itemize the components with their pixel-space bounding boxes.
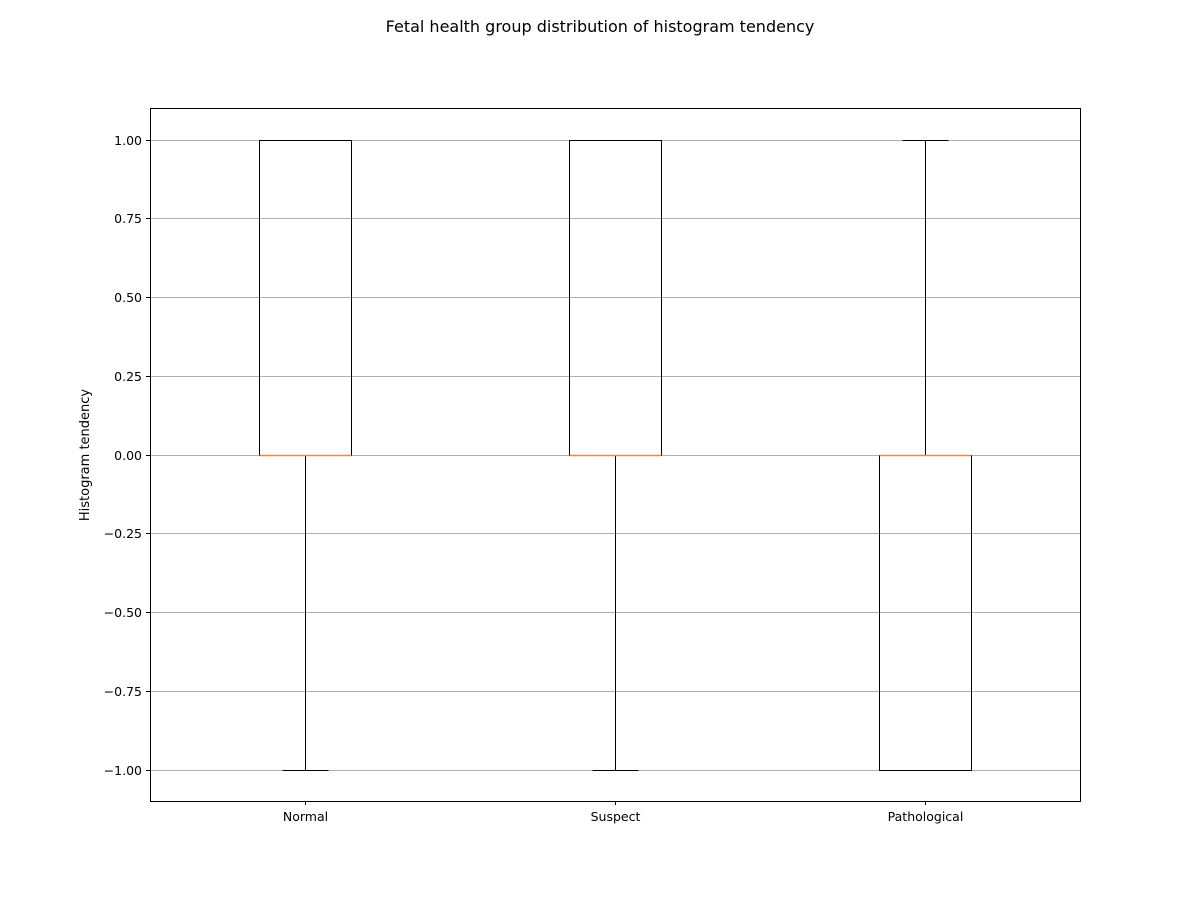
y-tick-label: 0.25: [114, 369, 142, 384]
x-tick-label: Normal: [283, 809, 328, 824]
chart-title: Fetal health group distribution of histo…: [386, 17, 815, 36]
y-tick-label: 0.50: [114, 290, 142, 305]
box-plots: [259, 140, 972, 771]
y-tick-label: −0.75: [104, 684, 142, 699]
y-tick-label: −0.25: [104, 526, 142, 541]
box-pathological: [879, 140, 972, 771]
box-suspect: [569, 140, 662, 771]
x-tick-label: Pathological: [888, 809, 964, 824]
y-tick-label: 1.00: [114, 133, 142, 148]
x-tick-label: Suspect: [591, 809, 641, 824]
y-tick-label: 0.00: [114, 448, 142, 463]
box-normal: [259, 140, 352, 771]
y-axis-ticks: 1.00 0.75 0.50 0.25 0.00 −0.25 −0.50 −0.75 −1.00: [104, 133, 150, 778]
y-tick-label: −0.50: [104, 605, 142, 620]
x-axis-ticks: Normal Suspect Pathological: [283, 801, 963, 824]
y-tick-label: −1.00: [104, 763, 142, 778]
y-tick-label: 0.75: [114, 211, 142, 226]
y-axis-label: Histogram tendency: [78, 389, 93, 522]
